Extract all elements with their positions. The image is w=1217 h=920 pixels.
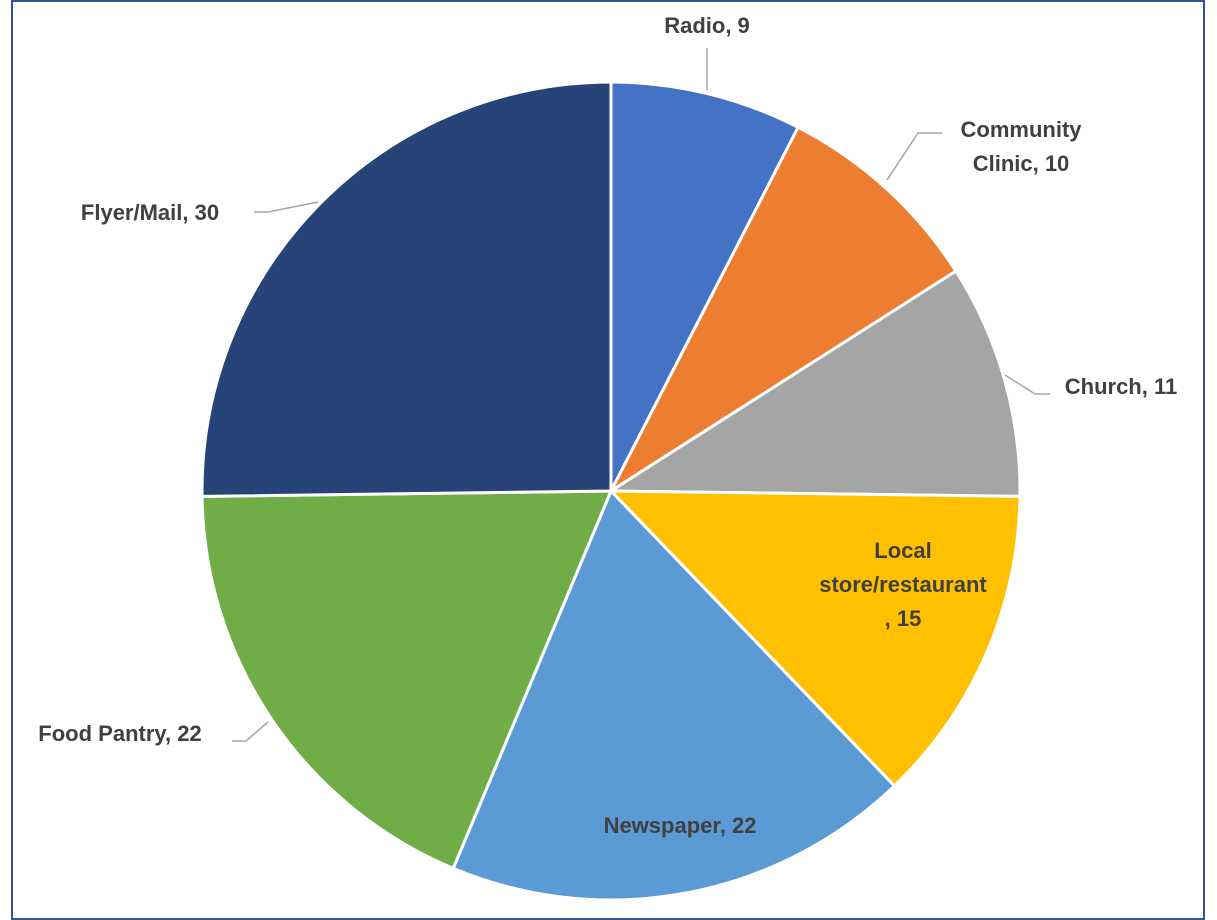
slice-label-local-store-restaurant: Local store/restaurant , 15: [819, 538, 987, 631]
pie-slices: [200, 80, 1022, 899]
slice-label-flyer-mail: Flyer/Mail, 30: [81, 200, 219, 225]
pie-slice-church: [609, 269, 1022, 498]
slice-label-line: Radio, 9: [664, 13, 750, 38]
slice-label-community-clinic: Community Clinic, 10: [961, 117, 1083, 176]
pie-slice-food-pantry: [200, 489, 613, 870]
pie-slice-newspaper: [451, 489, 896, 899]
slice-label-newspaper: Newspaper, 22: [604, 813, 757, 838]
slice-label-line: Food Pantry, 22: [38, 721, 201, 746]
leader-line-community-clinic: [886, 132, 942, 181]
slice-labels: Radio, 9 Community Clinic, 10 Church, 11 Loc…: [38, 13, 1177, 838]
pie-slice-local-store-restaurant: [609, 489, 1022, 788]
slice-label-line: Newspaper, 22: [604, 813, 757, 838]
leader-line-food-pantry: [232, 721, 269, 742]
pie-slice-radio: [609, 80, 800, 493]
slice-label-line: Local: [874, 538, 931, 563]
slice-label-radio: Radio, 9: [664, 13, 750, 38]
slice-label-line: store/restaurant: [819, 572, 987, 597]
slice-label-food-pantry: Food Pantry, 22: [38, 721, 201, 746]
slice-label-line: , 15: [885, 606, 922, 631]
slice-label-church: Church, 11: [1065, 374, 1177, 399]
slice-label-line: Community: [961, 117, 1083, 142]
pie-chart: Radio, 9 Community Clinic, 10 Church, 11 Loc…: [38, 13, 1177, 899]
pie-slice-community-clinic: [609, 125, 958, 493]
slice-label-line: Church, 11: [1065, 374, 1177, 399]
leader-line-church: [1004, 374, 1050, 395]
leader-line-flyer-mail: [254, 201, 319, 213]
leader-lines: [232, 48, 1050, 742]
pie-slice-flyer-mail: [200, 80, 613, 498]
slice-label-line: Flyer/Mail, 30: [81, 200, 219, 225]
slice-label-line: Clinic, 10: [973, 151, 1070, 176]
